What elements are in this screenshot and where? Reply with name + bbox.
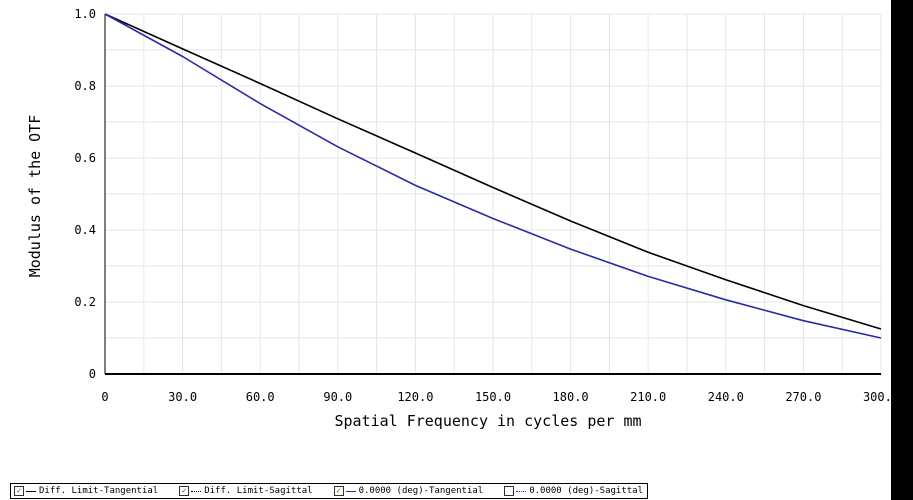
legend-item-field-sagittal[interactable]: 0.0000 (deg)-Sagittal (504, 486, 643, 496)
legend-swatch (345, 490, 356, 492)
legend-label: 0.0000 (deg)-Tangential (358, 486, 484, 496)
legend-item-field-tangential[interactable]: ✓ 0.0000 (deg)-Tangential (333, 486, 484, 496)
y-tick-label: 0.2 (74, 295, 96, 309)
legend-swatch (516, 490, 527, 492)
x-tick-label: 60.0 (246, 390, 275, 404)
y-tick-label: 0 (89, 367, 96, 381)
axes (104, 14, 881, 375)
y-tick-label: 0.8 (74, 79, 96, 93)
checkbox-icon[interactable]: ✓ (179, 486, 190, 496)
legend-label: Diff. Limit-Sagittal (204, 486, 313, 496)
checkbox-icon[interactable]: ✓ (14, 486, 24, 496)
y-tick-label: 0.4 (74, 223, 96, 237)
legend-label: 0.0000 (deg)-Sagittal (529, 486, 644, 496)
window-edge (891, 0, 913, 500)
y-axis-label: Modulus of the OTF (26, 115, 44, 278)
checkbox-icon[interactable]: ✓ (333, 486, 344, 496)
x-tick-label: 180.0 (553, 390, 589, 404)
legend-item-diff-limit-sagittal[interactable]: ✓ Diff. Limit-Sagittal (179, 486, 313, 496)
legend-label: Diff. Limit-Tangential (39, 486, 159, 496)
series-lines (104, 13, 882, 339)
tick-labels: 0 30.0 60.0 90.0 120.0 150.0 180.0 210.0 240.0 27… (74, 7, 899, 404)
x-tick-label: 150.0 (475, 390, 511, 404)
legend-swatch (26, 490, 36, 492)
legend-swatch (191, 490, 202, 492)
y-tick-label: 1.0 (74, 7, 96, 21)
checkbox-icon[interactable] (504, 486, 515, 496)
legend: ✓ Diff. Limit-Tangential ✓ Diff. Limit-S… (10, 483, 649, 499)
grid (104, 13, 882, 375)
x-tick-label: 300.0 (863, 390, 899, 404)
legend-item-diff-limit-tangential[interactable]: ✓ Diff. Limit-Tangential (14, 486, 158, 496)
x-axis-label: Spatial Frequency in cycles per mm (334, 412, 641, 430)
x-tick-label: 240.0 (708, 390, 744, 404)
x-tick-label: 210.0 (630, 390, 666, 404)
x-tick-label: 90.0 (323, 390, 352, 404)
x-tick-label: 270.0 (785, 390, 821, 404)
series-line-field-tangential (104, 13, 882, 339)
x-tick-label: 120.0 (397, 390, 433, 404)
y-tick-label: 0.6 (74, 151, 96, 165)
x-tick-label: 0 (101, 390, 108, 404)
x-tick-label: 30.0 (168, 390, 197, 404)
series-line-diff-limit-tangential (104, 13, 882, 330)
